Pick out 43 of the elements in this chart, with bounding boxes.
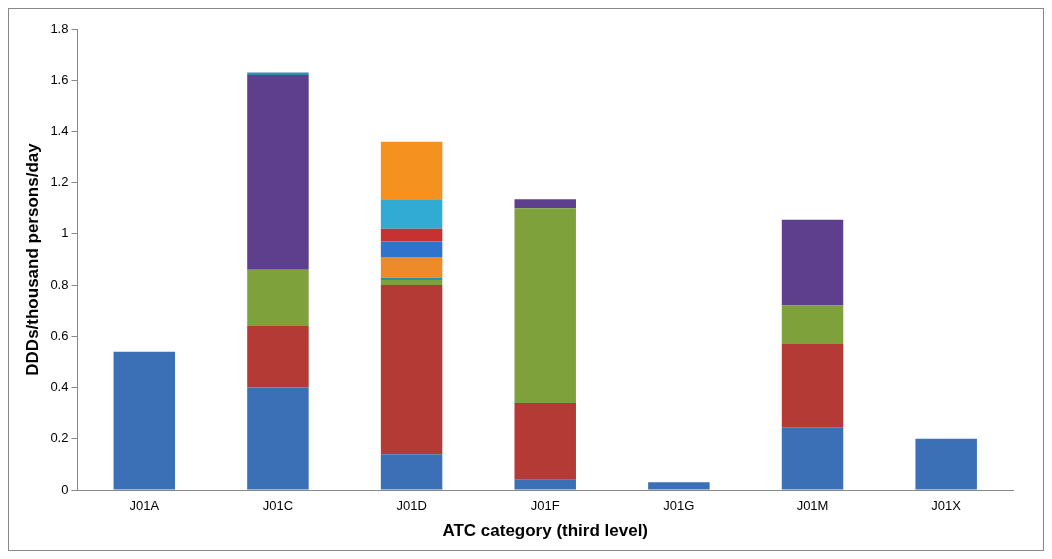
bar bbox=[380, 199, 443, 229]
bar bbox=[247, 326, 309, 388]
bar bbox=[380, 228, 443, 242]
bar bbox=[380, 279, 443, 286]
y-tick-label: 0.2 bbox=[50, 430, 69, 446]
y-tick-label: 0.6 bbox=[50, 327, 69, 343]
y-tick-label: 0.4 bbox=[50, 379, 69, 395]
bar bbox=[247, 387, 309, 490]
x-tick-label: J01F bbox=[530, 498, 560, 514]
bar bbox=[247, 269, 309, 327]
x-tick-label: J01C bbox=[262, 498, 294, 514]
bar bbox=[514, 479, 576, 490]
bar bbox=[113, 351, 176, 490]
bar bbox=[514, 208, 576, 403]
bar bbox=[915, 438, 977, 490]
x-tick-label: J01M bbox=[796, 498, 829, 514]
bar bbox=[781, 427, 844, 490]
y-tick-label: 1 bbox=[61, 225, 69, 241]
bar bbox=[380, 256, 443, 278]
x-tick-label: J01X bbox=[931, 498, 962, 514]
x-tick-label: J01G bbox=[663, 498, 695, 514]
bar bbox=[781, 219, 844, 306]
bar bbox=[514, 199, 576, 209]
bar bbox=[380, 285, 443, 455]
bar bbox=[380, 241, 443, 257]
x-tick-label: J01D bbox=[396, 498, 427, 514]
bar bbox=[380, 277, 443, 280]
y-tick-label: 0 bbox=[61, 481, 69, 497]
bar bbox=[648, 482, 710, 490]
y-tick-label: 0.8 bbox=[50, 276, 69, 292]
bar bbox=[380, 454, 443, 490]
y-axis-title: DDDs/thousand persons/day bbox=[22, 142, 42, 376]
x-axis-title: ATC category (third level) bbox=[442, 521, 649, 541]
y-tick-label: 1.8 bbox=[50, 20, 69, 36]
bar bbox=[380, 141, 443, 200]
y-tick-label: 1.4 bbox=[50, 123, 69, 139]
bar bbox=[781, 305, 844, 345]
bar bbox=[247, 75, 309, 270]
y-tick-label: 1.2 bbox=[50, 174, 69, 190]
bar bbox=[781, 344, 844, 428]
bar bbox=[514, 402, 576, 480]
x-tick-label: J01A bbox=[129, 498, 160, 514]
y-tick-label: 1.6 bbox=[50, 71, 69, 87]
